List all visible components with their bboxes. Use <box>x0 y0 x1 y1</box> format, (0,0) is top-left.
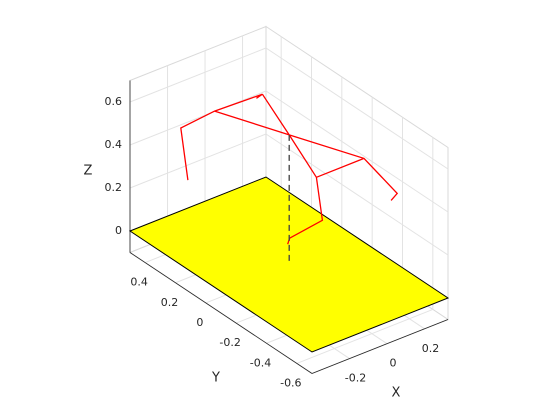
z-axis-label: Z <box>84 164 93 179</box>
axis-line <box>311 319 449 374</box>
y-tick-label: 0 <box>196 316 203 329</box>
y-axis-label: Y <box>211 371 220 386</box>
z-tick-label: 0.2 <box>105 181 123 194</box>
y-tick-label: 0.2 <box>161 296 179 309</box>
grid-line <box>296 308 434 364</box>
grid-line <box>129 47 267 103</box>
z-tick-label: 0.4 <box>105 138 123 151</box>
grid-line <box>265 90 449 213</box>
z-tick-label: 0 <box>115 224 122 237</box>
x-axis-label: X <box>392 386 401 401</box>
axis-line <box>129 252 313 374</box>
x-tick-label: 0 <box>390 357 397 370</box>
grid-line <box>265 47 449 170</box>
grid-line <box>129 133 267 189</box>
grid-line <box>265 133 449 256</box>
y-tick-label: -0.6 <box>280 376 301 389</box>
y-tick-label: -0.2 <box>219 336 240 349</box>
plot-area <box>128 93 450 353</box>
y-tick-label: 0.4 <box>130 276 148 289</box>
series-line <box>180 93 399 245</box>
z-tick-label: 0.6 <box>105 95 123 108</box>
y-tick-label: -0.4 <box>250 356 271 369</box>
x-tick-label: -0.2 <box>345 372 366 385</box>
grid-line <box>129 90 267 146</box>
x-tick-label: 0.2 <box>422 342 440 355</box>
surface <box>128 176 450 353</box>
